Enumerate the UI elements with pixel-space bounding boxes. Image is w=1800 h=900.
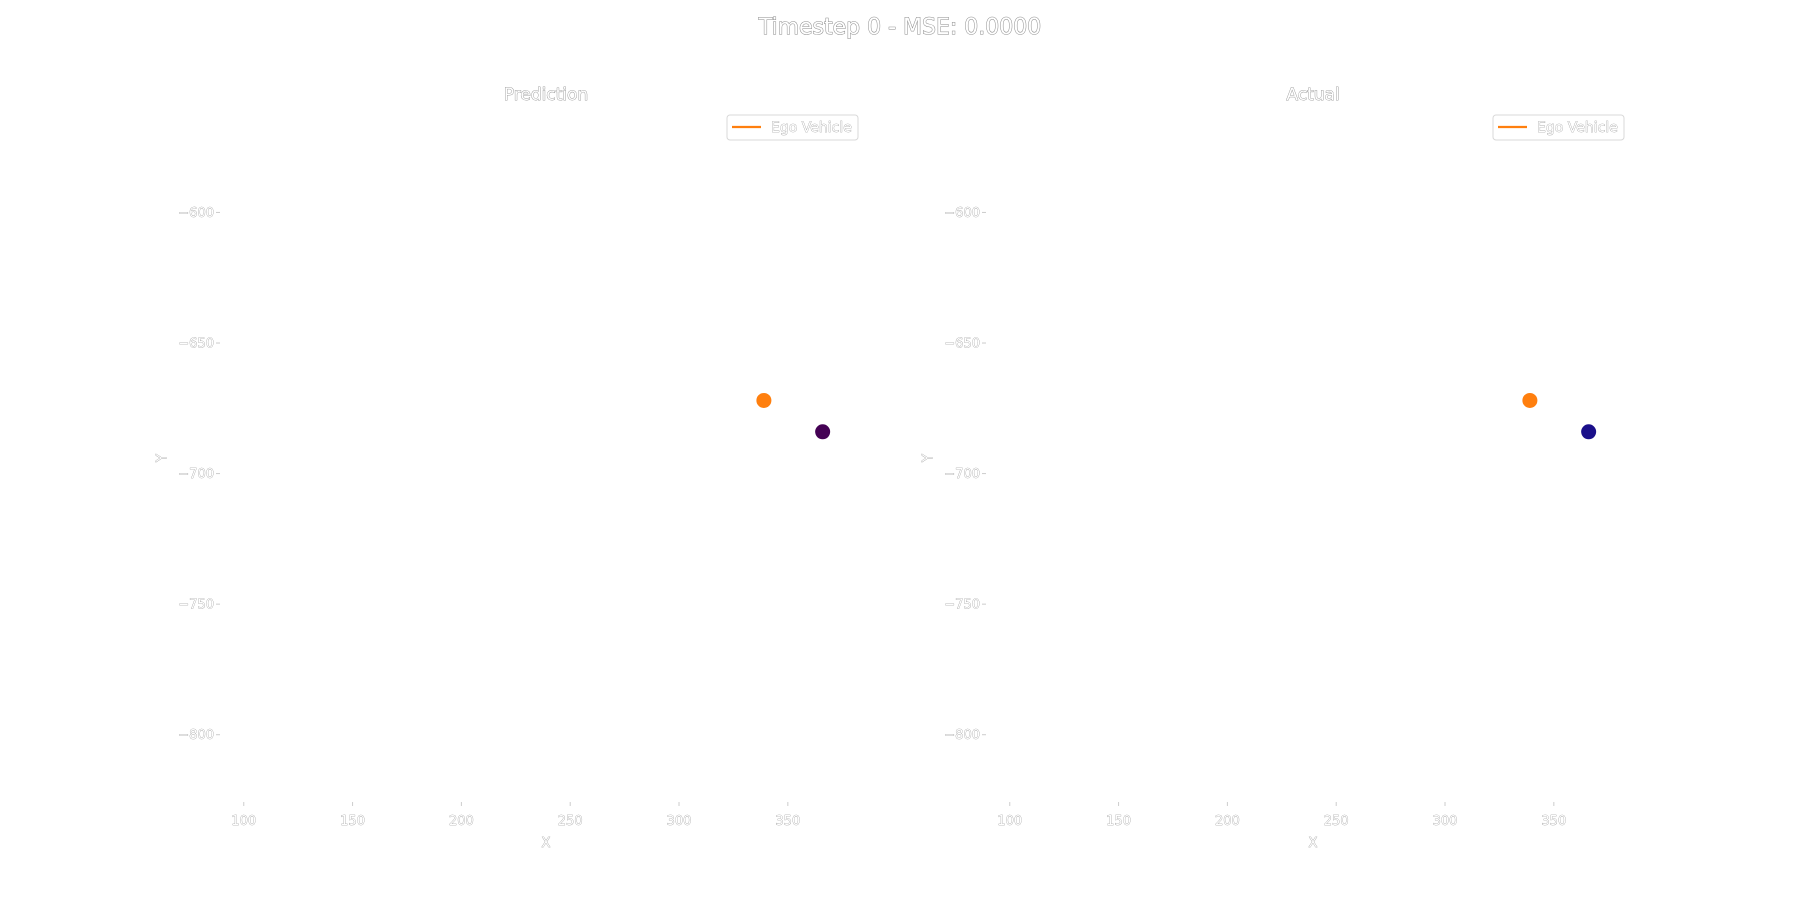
x-tick-label: 300: [667, 814, 692, 829]
data-points: [756, 392, 831, 440]
x-tick-label: 350: [775, 814, 800, 829]
panel-prediction: Prediction X Y 100 150 200 250 300 350 −600−6…: [155, 85, 859, 851]
x-tick-label: 200: [1215, 814, 1240, 829]
panel-actual: Actual X Y 100 150 200 250 300 350 −600 −650 −7…: [921, 85, 1625, 851]
y-axis-label: Y: [921, 454, 936, 463]
x-axis-label: X: [542, 836, 551, 851]
agent-point: [1581, 424, 1597, 440]
y-tick-label: −750: [944, 598, 980, 613]
x-tick-label: 250: [558, 814, 583, 829]
panel-title: Actual: [1286, 85, 1339, 105]
y-tick-label: −700: [178, 467, 214, 482]
y-tick-label: −650: [944, 337, 980, 352]
x-ticks: 100 150 200 250 300 350: [997, 802, 1567, 829]
ego-vehicle-point: [1522, 392, 1538, 408]
x-tick-label: 300: [1433, 814, 1458, 829]
x-tick-label: 150: [340, 814, 365, 829]
x-tick-label: 100: [231, 814, 256, 829]
legend-label-ego-vehicle: Ego Vehicle: [1537, 120, 1618, 136]
y-tick-label: −600: [944, 206, 980, 221]
legend: Ego Vehicle: [726, 114, 859, 141]
x-axis-label: X: [1309, 836, 1318, 851]
y-tick-label: −650: [178, 337, 214, 352]
y-tick-label: −700: [944, 467, 980, 482]
x-tick-label: 350: [1541, 814, 1566, 829]
agent-point: [815, 424, 831, 440]
legend-frame: [1492, 114, 1625, 141]
y-ticks: −600 −650 −700 −750 −800: [178, 206, 220, 744]
figure-suptitle: Timestep 0 - MSE: 0.0000: [758, 15, 1042, 40]
x-tick-label: 200: [449, 814, 474, 829]
y-tick-label: −800: [178, 728, 214, 743]
x-tick-label: 250: [1324, 814, 1349, 829]
x-tick-label: 100: [997, 814, 1022, 829]
y-tick-label: −600: [178, 206, 214, 221]
data-points: [1522, 392, 1597, 440]
y-ticks: −600 −650 −700 −750 −800: [944, 206, 986, 744]
panel-title: Prediction: [504, 85, 588, 105]
x-tick-label: 150: [1106, 814, 1131, 829]
ego-vehicle-point: [756, 392, 772, 408]
legend: Ego Vehicle: [1492, 114, 1625, 141]
y-axis-label: Y: [155, 454, 170, 463]
y-tick-label: −750: [178, 598, 214, 613]
legend-label-ego-vehicle: Ego Vehicle: [771, 120, 852, 136]
y-tick-label: −800: [944, 728, 980, 743]
x-ticks: 100 150 200 250 300 350: [231, 802, 801, 829]
legend-frame: [726, 114, 859, 141]
